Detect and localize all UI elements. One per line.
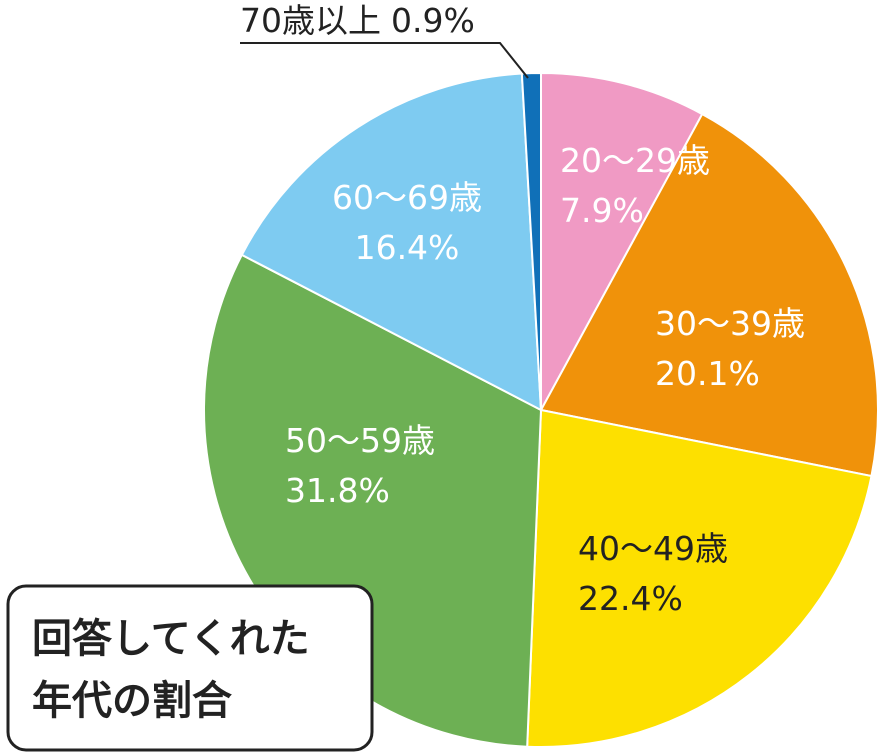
slice xyxy=(526,408,873,748)
slice-label: 40〜49歳 xyxy=(578,529,728,568)
title-box xyxy=(6,584,374,752)
labels: 20〜29歳 7.9% 30〜39歳 20.1% 40〜49歳 22.4% 50〜59歳 31… xyxy=(240,1,805,618)
outside-label: 70歳以上 0.9% xyxy=(240,1,475,40)
value-label: 16.4% xyxy=(355,228,460,267)
value-label: 31.8% xyxy=(285,471,390,510)
slice xyxy=(520,71,542,411)
value-label: 0.9% xyxy=(391,1,475,40)
chart-title: 回答してくれた xyxy=(32,616,310,662)
pie xyxy=(203,71,879,748)
value-label: 22.4% xyxy=(578,579,683,618)
slice-label: 20〜29歳 xyxy=(560,141,710,180)
value-label: 20.1% xyxy=(655,354,760,393)
slice-label: 50〜59歳 xyxy=(285,421,435,460)
slice xyxy=(240,72,543,412)
slice-label: 30〜39歳 xyxy=(655,304,805,343)
slice-label: 60〜69歳 xyxy=(332,178,482,217)
slice xyxy=(539,112,879,478)
chart-title: 年代の割合 xyxy=(32,678,232,724)
slice xyxy=(540,71,704,411)
leader-line xyxy=(240,42,529,79)
slice-label: 70歳以上 xyxy=(240,1,381,40)
value-label: 7.9% xyxy=(560,191,644,230)
